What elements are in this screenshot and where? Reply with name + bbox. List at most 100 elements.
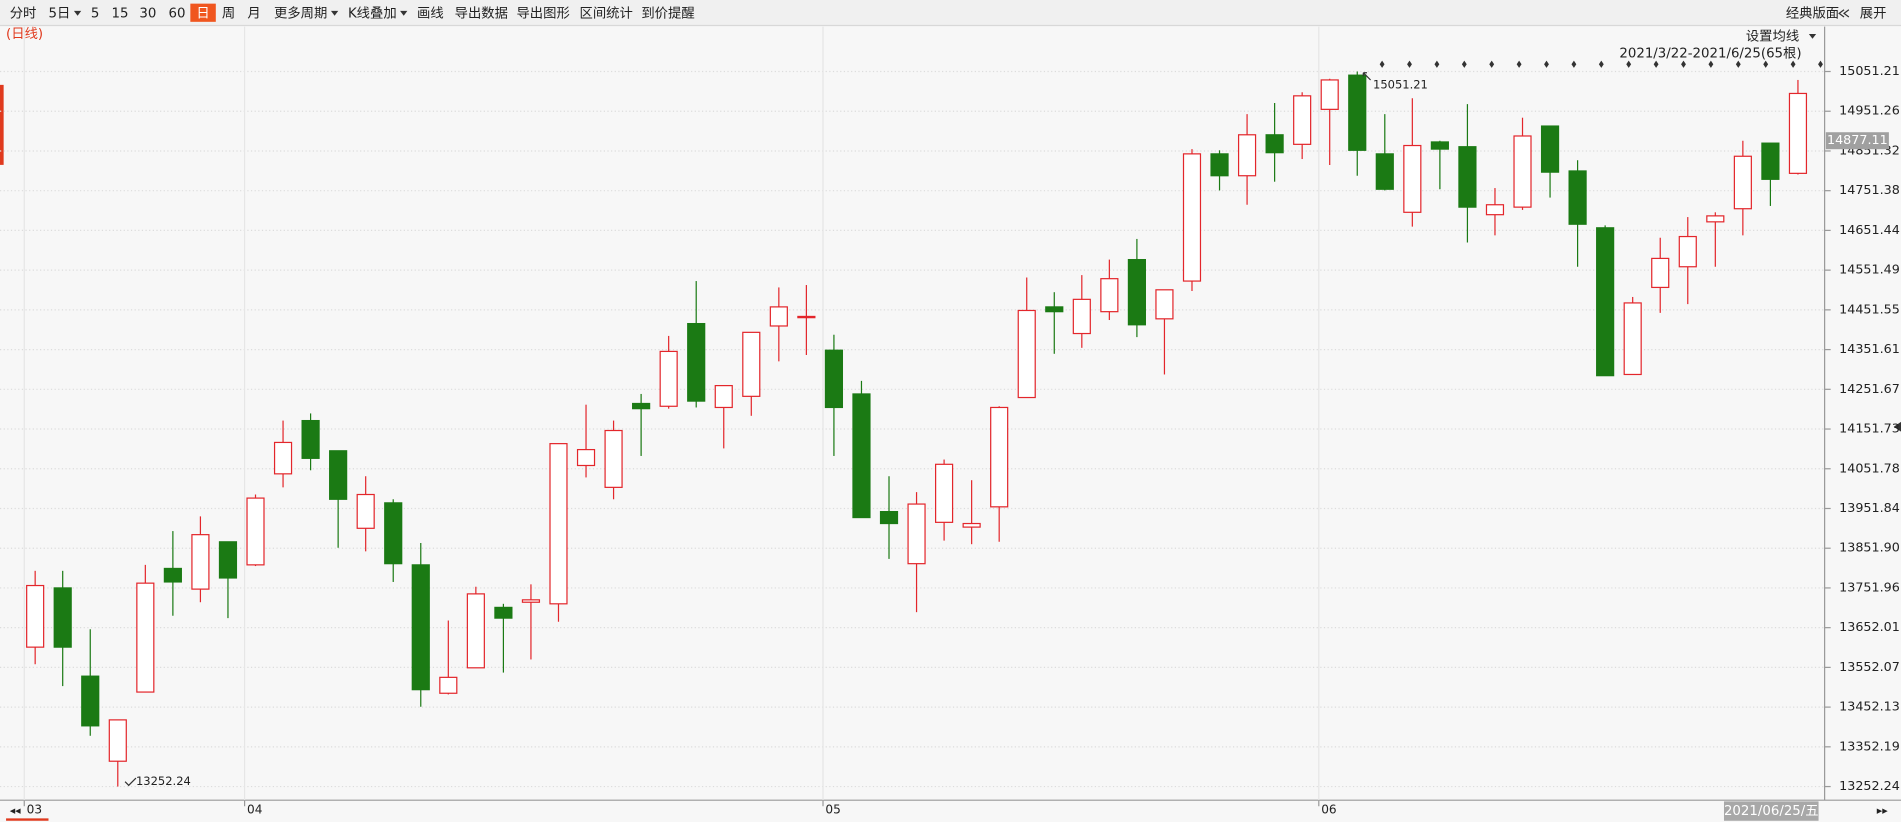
toolbar-item[interactable]: 5	[91, 6, 99, 21]
marker-icon	[1708, 60, 1714, 68]
candle-body	[1458, 146, 1477, 208]
candle-body	[907, 503, 926, 565]
candle-body	[81, 675, 100, 727]
high-label: 15051.21	[1373, 77, 1428, 91]
toolbar: 分时 5日 5 15 30 60 日 周 月 更多周期 K线叠加 画线 导出数据…	[10, 3, 1887, 22]
candle-body	[1375, 153, 1394, 190]
candle-body	[1706, 215, 1725, 223]
candle-body	[1045, 306, 1064, 313]
toolbar-item[interactable]: 到价提醒	[641, 5, 694, 21]
low-label: 13252.24	[136, 774, 191, 788]
candle-body	[632, 402, 651, 410]
side-marker	[0, 84, 4, 165]
scroll-right[interactable]: ▸▸	[1877, 804, 1888, 817]
candle-body	[1651, 257, 1670, 289]
candle-body	[1072, 298, 1091, 335]
candle-body	[384, 502, 403, 565]
candle-body	[136, 582, 155, 693]
toolbar-item[interactable]: 60	[169, 6, 186, 21]
toolbar-item[interactable]: 月	[247, 6, 260, 21]
toolbar-item[interactable]: 5日	[48, 6, 70, 21]
marker-icon	[1818, 60, 1823, 68]
candle-body	[1017, 309, 1036, 399]
toolbar-item[interactable]: 30	[139, 6, 156, 21]
candle-body	[1100, 278, 1119, 313]
candle-body	[273, 441, 293, 475]
toolbar-item[interactable]: 日	[196, 6, 209, 21]
dropdown-arrow[interactable]	[1808, 33, 1817, 39]
candle-body	[1761, 142, 1780, 180]
marker-icon	[1653, 60, 1659, 68]
candle-body	[935, 463, 954, 523]
right-edge-marker	[1893, 421, 1901, 432]
y-tick-label: 13951.84	[1839, 500, 1900, 515]
candle-body	[576, 448, 596, 467]
candle-body	[301, 419, 320, 459]
y-tick-label: 14551.49	[1839, 262, 1900, 277]
candle-body	[604, 429, 623, 488]
candle-body	[466, 593, 485, 669]
toolbar-item[interactable]: 更多周期	[274, 4, 327, 21]
candle-body	[1348, 74, 1367, 151]
candle-body	[549, 443, 568, 605]
y-tick-label: 13552.07	[1839, 659, 1900, 674]
y-tick-label: 14151.73	[1839, 421, 1900, 436]
toolbar-item[interactable]: 区间统计	[580, 5, 633, 21]
candle-body	[26, 584, 45, 648]
toolbar-item[interactable]: 15	[112, 6, 129, 21]
y-tick-label: 13652.01	[1839, 619, 1900, 634]
ma-setting[interactable]: 设置均线	[1746, 28, 1799, 44]
dropdown-arrow[interactable]	[400, 10, 408, 16]
y-tick-label: 14251.67	[1839, 381, 1900, 396]
candle-body	[494, 606, 513, 619]
low-pointer	[124, 777, 137, 787]
candle-body	[1210, 153, 1229, 177]
candle-body	[356, 493, 375, 529]
toolbar-item[interactable]: 画线	[417, 5, 444, 21]
last-price-tag	[1825, 132, 1889, 150]
candle-body	[1513, 135, 1532, 208]
toolbar-item[interactable]: K线叠加	[348, 5, 397, 21]
toolbar-item[interactable]: 展开	[1860, 6, 1887, 21]
dropdown-arrow[interactable]	[330, 10, 339, 16]
candle-body	[1320, 79, 1339, 110]
toolbar-item[interactable]: 经典版面	[1786, 5, 1839, 21]
candle-body	[962, 522, 981, 528]
candle-body	[1678, 235, 1697, 268]
toolbar-item[interactable]: 导出图形	[516, 5, 569, 21]
marker-icon	[1379, 60, 1385, 68]
toolbar-item[interactable]: 导出数据	[455, 5, 508, 21]
y-tick-label: 13252.24	[1839, 778, 1900, 793]
candle-body	[1623, 302, 1642, 376]
y-tick-label: 13851.90	[1839, 540, 1900, 555]
selected-period-bg	[190, 3, 216, 22]
candle-body	[990, 406, 1009, 508]
marker-icon	[1790, 60, 1796, 68]
high-pointer	[1362, 72, 1372, 81]
marker-icon	[1681, 60, 1686, 68]
candle-body	[1788, 92, 1808, 174]
marker-icon	[1598, 60, 1604, 68]
dropdown-arrow[interactable]	[73, 10, 82, 16]
x-tick-label: 05	[825, 802, 840, 816]
candle-body	[218, 541, 238, 579]
toolbar-bg	[0, 0, 1901, 26]
candle-body	[1485, 204, 1505, 216]
toolbar-item[interactable]: 周	[222, 6, 235, 21]
y-tick-label: 14651.44	[1839, 222, 1900, 237]
candle-body	[769, 306, 788, 327]
candle-body	[53, 587, 72, 648]
candle-body	[879, 510, 899, 525]
candle-body	[191, 534, 210, 590]
y-tick-label: 14751.38	[1839, 182, 1900, 197]
candle-body	[439, 676, 458, 694]
collapse-icon[interactable]	[1838, 9, 1850, 18]
candle-body	[1265, 134, 1284, 154]
toolbar-item[interactable]: 分时	[10, 5, 37, 21]
last-price-label: 14877.11	[1827, 132, 1888, 147]
y-tick-label: 14351.61	[1839, 341, 1900, 356]
y-tick-label: 14051.78	[1839, 460, 1900, 475]
candle-body	[108, 719, 127, 762]
scroll-left[interactable]: ◂◂	[10, 804, 21, 817]
